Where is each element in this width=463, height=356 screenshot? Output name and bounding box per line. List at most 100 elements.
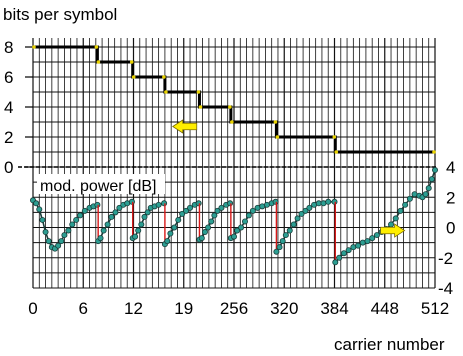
power-point [33,200,40,207]
power-point [331,198,338,205]
power-point [431,167,438,174]
bits-point [275,135,280,139]
power-point [100,227,107,234]
power-point [218,204,225,211]
bits-point [129,60,134,64]
power-point [141,213,148,220]
power-point [155,201,162,208]
x-tick-label: 320 [270,299,298,318]
power-point [167,230,174,237]
power-tick-label: -4 [438,279,453,298]
power-point [336,254,343,261]
power-point [422,191,429,198]
bits-point [230,120,234,124]
tick-labels: 0 2 4 6 8 -4 -2 0 2 4 0 6 12 19 256 320 384 448 512 [4,38,455,318]
power-point [187,204,194,211]
power-point [340,250,347,257]
power-point [208,218,215,225]
power-point [306,204,313,211]
power-point [39,216,46,223]
x-tick-label: 256 [220,299,248,318]
power-point [58,238,65,245]
power-point [428,176,435,183]
power-point [230,233,237,240]
power-point [69,221,76,228]
power-tick-label: 4 [446,158,455,177]
power-point [65,227,72,234]
power-point [388,221,395,228]
bits-tick-label: 6 [4,68,13,87]
power-point [294,215,301,222]
bits-point [198,105,203,109]
bits-point [196,90,201,94]
power-point [104,221,111,228]
power-point [135,227,142,234]
power-point [45,238,52,245]
x-tick-label: 12 [124,299,143,318]
power-point [195,200,202,207]
bits-ylabel-bg [0,2,168,24]
power-point [179,210,186,217]
power-point [302,207,309,214]
power-point [227,200,234,207]
power-point [298,210,305,217]
power-ylabel-bg [37,174,165,194]
power-point [116,204,123,211]
power-point [276,244,283,251]
power-point [183,207,190,214]
bits-point [332,135,337,139]
power-point [171,224,178,231]
power-point [325,198,332,205]
power-point [164,238,171,245]
power-point [286,227,293,234]
bits-point [131,75,136,79]
power-ylabel: mod. power [dB] [40,178,157,195]
bits-point [334,150,339,154]
power-point [369,235,376,242]
power-point [211,212,218,219]
power-point [425,185,432,192]
power-point [77,212,84,219]
power-point [61,232,68,239]
power-point [108,213,115,220]
power-point [406,195,413,202]
bits-tick-label: 8 [4,38,13,57]
power-point [198,235,205,242]
power-point [282,232,289,239]
power-point [279,238,286,245]
power-point [175,216,182,223]
power-point [161,200,168,207]
bits-tick-label: 0 [4,158,13,177]
bits-point [94,45,99,49]
x-tick-label: 19 [174,299,193,318]
power-series [29,167,438,266]
power-point [138,221,145,228]
x-tick-label: 6 [79,299,88,318]
power-point [241,218,248,225]
bits-step-line [33,45,435,154]
bits-series [32,45,436,154]
power-point [397,207,404,214]
power-point [249,207,256,214]
power-point [214,207,221,214]
x-tick-label: 0 [28,299,37,318]
bits-point [432,150,436,154]
x-tick-label: 384 [320,299,348,318]
power-point [36,206,43,213]
power-point [73,216,80,223]
grid-lines [18,38,437,289]
power-point [205,224,212,231]
power-line [164,202,199,245]
power-point [94,201,101,208]
power-point [290,221,297,228]
power-tick-label: 2 [446,188,455,207]
bits-point [32,45,36,49]
arrow-left-icon [172,119,198,134]
power-point [355,242,362,249]
power-point [332,259,339,266]
power-point [238,224,245,231]
power-point [55,242,62,249]
power-point [392,215,399,222]
power-tick-label: 0 [446,219,455,238]
